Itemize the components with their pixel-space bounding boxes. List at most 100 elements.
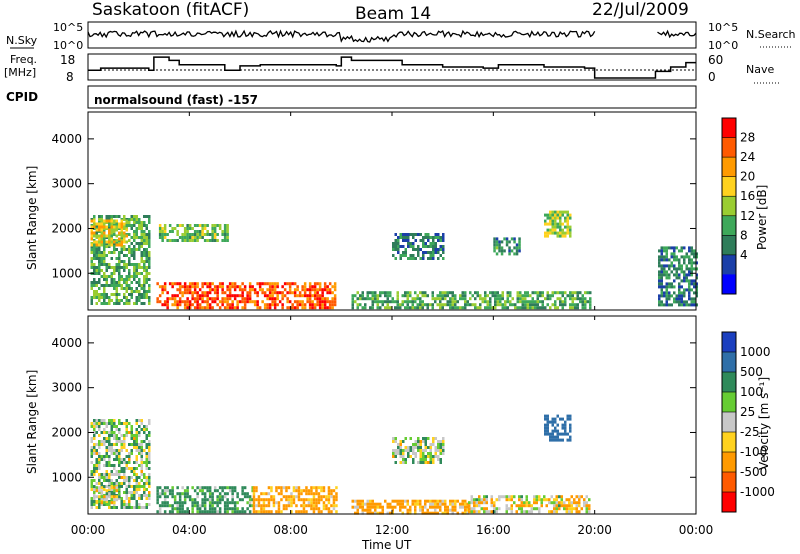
velocity-echo-cell	[317, 498, 321, 502]
velocity-echo-cell	[203, 504, 207, 508]
velocity-echo-cell	[399, 461, 402, 464]
velocity-echo-cell	[277, 510, 281, 514]
velocity-echo-cell	[332, 495, 336, 499]
velocity-echo-cell	[417, 449, 420, 452]
power-echo-cell	[504, 300, 507, 304]
velocity-echo-cell	[478, 495, 481, 499]
power-echo-cell	[196, 233, 199, 236]
velocity-echo-cell	[399, 455, 402, 458]
velocity-echo-cell	[302, 501, 306, 505]
velocity-echo-cell	[125, 479, 128, 482]
power-echo-cell	[663, 273, 666, 277]
power-echo-cell	[429, 303, 432, 307]
velocity-echo-cell	[265, 498, 268, 502]
velocity-echo-cell	[485, 501, 488, 505]
velocity-echo-cell	[140, 464, 143, 467]
velocity-echo-cell	[520, 495, 523, 499]
power-echo-cell	[211, 236, 214, 239]
velocity-echo-cell	[392, 440, 395, 443]
velocity-echo-cell	[128, 422, 131, 425]
power-echo-cell	[158, 285, 162, 289]
velocity-echo-cell	[551, 417, 554, 421]
power-echo-cell	[238, 300, 242, 304]
power-echo-cell	[98, 287, 101, 290]
power-echo-cell	[166, 300, 169, 304]
power-echo-cell	[196, 297, 199, 301]
velocity-echo-cell	[510, 498, 513, 502]
velocity-echo-cell	[270, 510, 273, 514]
power-echo-cell	[668, 264, 671, 268]
power-echo-cell	[100, 240, 103, 244]
velocity-echo-cell	[475, 510, 478, 514]
velocity-echo-cell	[570, 504, 573, 508]
velocity-echo-cell	[544, 423, 547, 427]
power-echo-cell	[316, 288, 319, 292]
power-echo-cell	[93, 278, 96, 281]
power-echo-cell	[431, 291, 434, 295]
power-echo-cell	[323, 297, 327, 301]
power-echo-cell	[695, 291, 698, 295]
velocity-echo-cell	[419, 449, 422, 452]
power-echo-cell	[135, 233, 138, 236]
velocity-echo-cell	[436, 499, 439, 503]
power-echo-cell	[663, 246, 666, 250]
velocity-echo-cell	[384, 499, 387, 503]
velocity-echo-cell	[218, 507, 222, 511]
power-echo-cell	[221, 303, 224, 307]
power-echo-cell	[143, 275, 146, 278]
velocity-echo-cell	[145, 476, 148, 479]
power-echo-cell	[216, 285, 219, 289]
power-echo-cell	[181, 224, 184, 227]
power-echo-cell	[412, 248, 415, 251]
power-echo-cell	[506, 291, 509, 295]
power-echo-cell	[389, 306, 392, 310]
power-echo-cell	[673, 255, 676, 259]
velocity-echo-cell	[178, 495, 182, 499]
velocity-echo-cell	[120, 434, 123, 437]
power-echo-cell	[98, 293, 101, 296]
power-echo-cell	[665, 297, 668, 301]
velocity-echo-cell	[173, 501, 177, 505]
power-echo-cell	[206, 233, 209, 236]
power-echo-cell	[118, 254, 121, 257]
power-echo-cell	[135, 281, 138, 284]
power-echo-cell	[298, 291, 302, 295]
power-echo-cell	[663, 270, 666, 274]
velocity-echo-cell	[130, 425, 133, 428]
velocity-echo-cell	[248, 501, 252, 505]
power-echo-cell	[100, 222, 103, 226]
power-echo-cell	[268, 303, 272, 307]
power-echo-cell	[695, 276, 698, 280]
power-echo-cell	[351, 306, 354, 310]
velocity-echo-cell	[105, 464, 108, 467]
velocity-echo-cell	[569, 426, 572, 430]
velocity-echo-cell	[422, 455, 425, 458]
power-echo-cell	[554, 213, 557, 217]
velocity-echo-cell	[110, 473, 113, 476]
velocity-echo-cell	[404, 437, 407, 440]
power-echo-cell	[148, 251, 151, 254]
velocity-echo-cell	[128, 458, 131, 461]
power-echo-cell	[143, 230, 146, 233]
power-echo-cell	[505, 243, 509, 247]
power-echo-cell	[113, 266, 116, 269]
power-echo-cell	[98, 254, 101, 257]
velocity-echo-cell	[402, 458, 405, 461]
velocity-echo-cell	[439, 505, 442, 509]
power-echo-cell	[128, 302, 131, 305]
power-echo-cell	[369, 306, 372, 310]
power-echo-cell	[281, 291, 284, 295]
power-echo-cell	[186, 306, 189, 310]
power-echo-cell	[161, 303, 164, 307]
velocity-echo-cell	[113, 449, 116, 452]
power-echo-cell	[196, 224, 199, 227]
power-echo-cell	[128, 272, 131, 275]
power-echo-cell	[680, 246, 683, 250]
velocity-echo-cell	[322, 486, 326, 490]
power-echo-cell	[266, 282, 269, 286]
velocity-echo-cell	[198, 486, 202, 490]
velocity-echo-cell	[588, 510, 591, 514]
power-echo-cell	[158, 236, 162, 239]
power-echo-cell	[683, 255, 686, 259]
power-echo-cell	[556, 222, 559, 226]
